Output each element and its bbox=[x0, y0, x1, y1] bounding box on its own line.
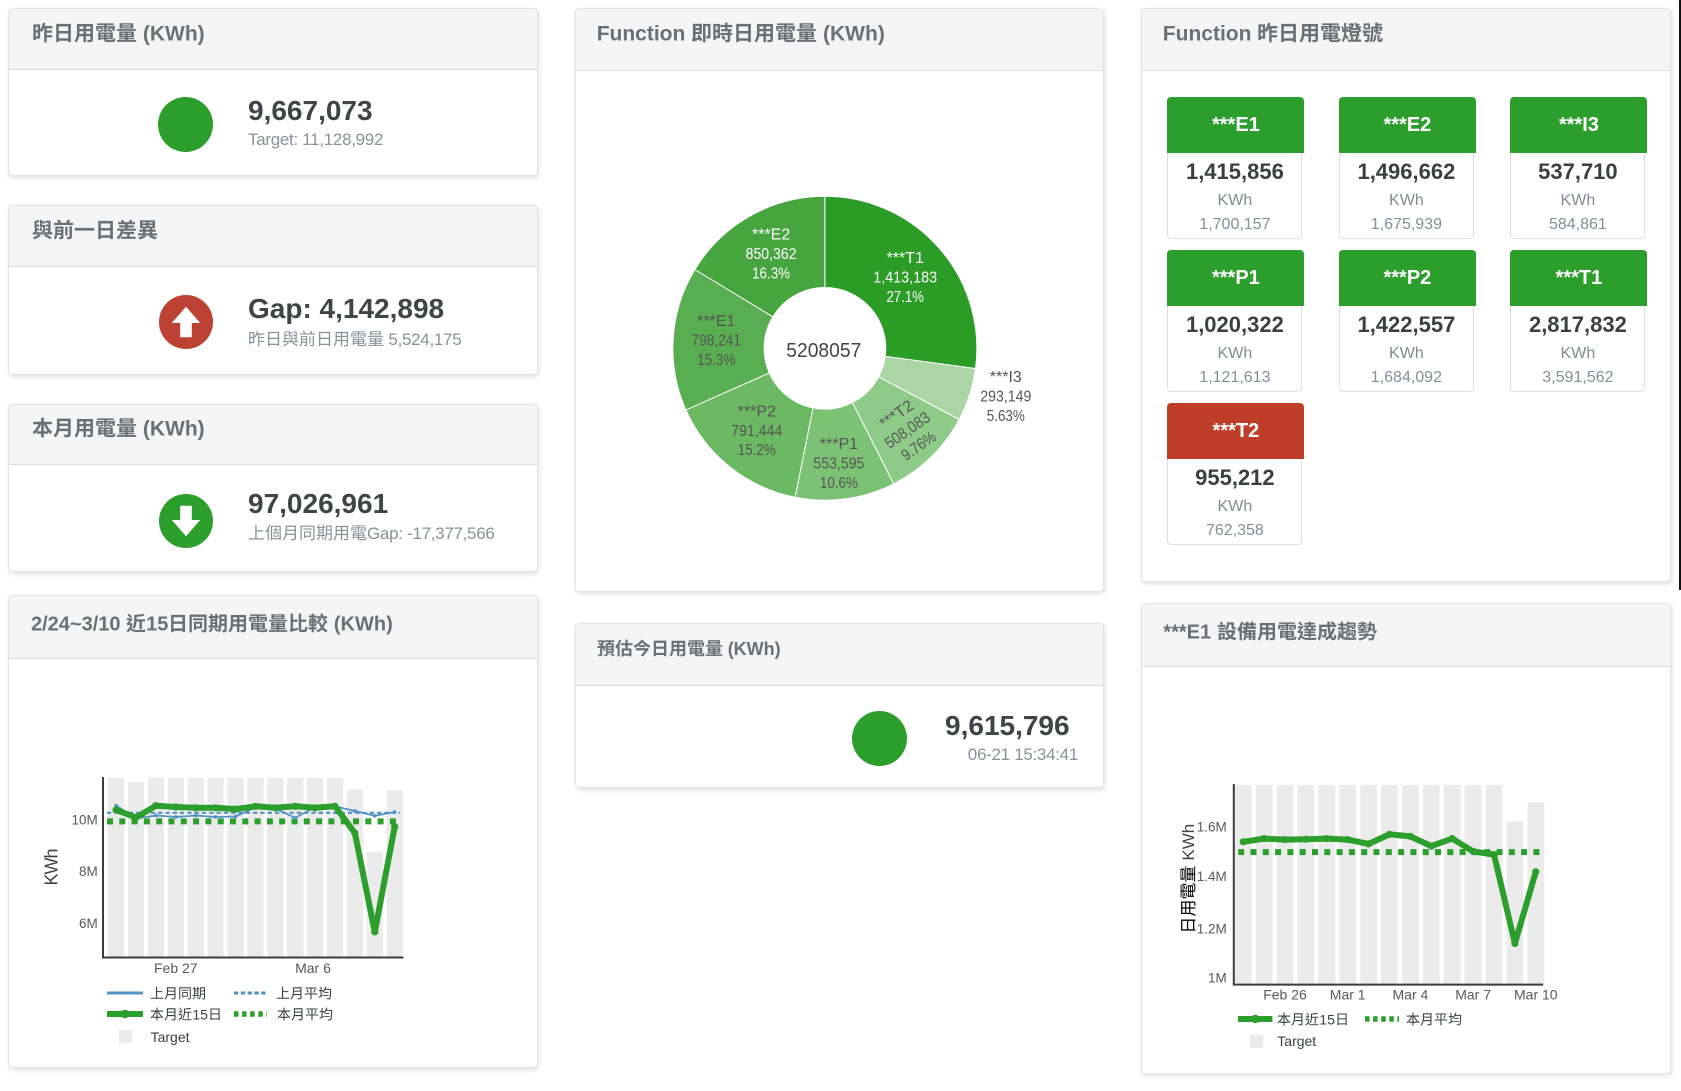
svg-text:***E2: ***E2 bbox=[752, 227, 790, 244]
svg-text:Feb 27: Feb 27 bbox=[154, 960, 198, 976]
svg-text:***E1: ***E1 bbox=[697, 313, 735, 330]
svg-text:1.6M: 1.6M bbox=[1197, 819, 1227, 834]
svg-text:293,149: 293,149 bbox=[980, 389, 1031, 406]
svg-text:6M: 6M bbox=[79, 916, 98, 931]
svg-text:KWh: KWh bbox=[42, 849, 62, 885]
svg-text:5208057: 5208057 bbox=[786, 340, 861, 362]
svg-text:***T1: ***T1 bbox=[886, 250, 923, 267]
svg-text:1,413,183: 1,413,183 bbox=[873, 270, 937, 287]
svg-text:Feb 26: Feb 26 bbox=[1263, 986, 1307, 1002]
svg-text:***P1: ***P1 bbox=[819, 436, 857, 453]
svg-text:Mar 4: Mar 4 bbox=[1392, 986, 1428, 1002]
svg-text:27.1%: 27.1% bbox=[886, 289, 924, 306]
svg-text:850,362: 850,362 bbox=[745, 246, 796, 263]
svg-text:1.2M: 1.2M bbox=[1197, 921, 1227, 936]
svg-text:Mar 6: Mar 6 bbox=[295, 960, 331, 976]
svg-text:1.4M: 1.4M bbox=[1197, 869, 1227, 884]
svg-text:798,241: 798,241 bbox=[691, 333, 741, 350]
svg-text:***I3: ***I3 bbox=[989, 369, 1021, 386]
svg-text:8M: 8M bbox=[79, 864, 98, 879]
svg-text:15.3%: 15.3% bbox=[697, 352, 735, 369]
svg-text:553,595: 553,595 bbox=[813, 456, 864, 473]
svg-text:Mar 7: Mar 7 bbox=[1455, 986, 1491, 1002]
svg-text:Mar 10: Mar 10 bbox=[1514, 986, 1558, 1002]
svg-text:***P2: ***P2 bbox=[737, 404, 775, 421]
svg-text:16.3%: 16.3% bbox=[752, 265, 790, 282]
svg-text:15.2%: 15.2% bbox=[737, 442, 775, 459]
svg-text:10.6%: 10.6% bbox=[820, 475, 858, 492]
svg-text:1M: 1M bbox=[1208, 970, 1227, 985]
svg-text:791,444: 791,444 bbox=[731, 423, 782, 440]
svg-text:10M: 10M bbox=[72, 813, 98, 828]
svg-text:Mar 1: Mar 1 bbox=[1330, 986, 1366, 1002]
svg-text:5.63%: 5.63% bbox=[986, 408, 1024, 425]
svg-text:KWh: KWh bbox=[1179, 824, 1198, 861]
